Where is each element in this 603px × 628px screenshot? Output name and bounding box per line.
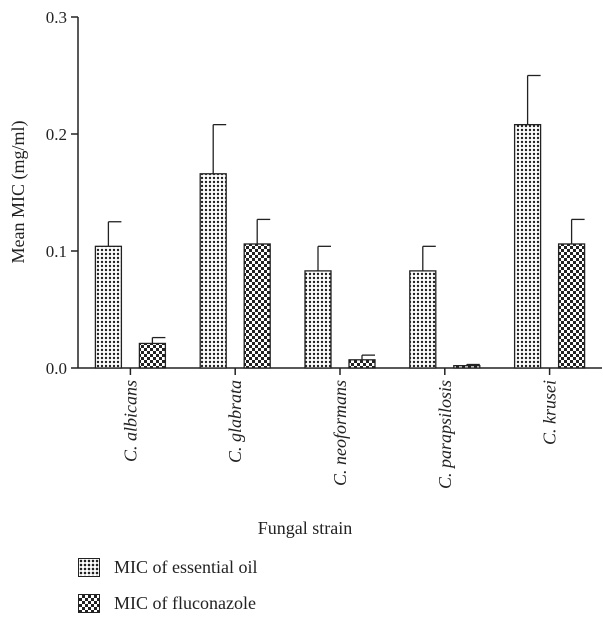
bar-fluconazole (557, 243, 586, 369)
y-tick-label: 0.1 (46, 242, 67, 261)
bar-essential-oil (513, 123, 542, 369)
axes: 0.0 0.1 0.2 0.3 C. albicans C. glabrata C. neo… (46, 8, 602, 489)
legend-label-fluconazole: MIC of fluconazole (114, 592, 256, 613)
legend-item-essential-oil: MIC of essential oil (78, 556, 257, 578)
x-tick-label: C. krusei (540, 380, 560, 445)
y-tick-label: 0.2 (46, 125, 67, 144)
bar-essential-oil (409, 270, 437, 369)
bar-essential-oil (94, 245, 123, 369)
bar-essential-oil (199, 173, 227, 369)
y-axis-title: Mean MIC (mg/ml) (8, 121, 29, 264)
y-tick-label: 0.3 (46, 8, 67, 27)
x-tick-label: C. parapsilosis (435, 380, 455, 489)
legend-swatch-fluconazole (78, 593, 100, 613)
bar-fluconazole (348, 359, 376, 369)
bar-fluconazole (453, 365, 481, 369)
legend-label-essential-oil: MIC of essential oil (114, 556, 258, 577)
x-tick-label: C. neoformans (330, 380, 350, 486)
x-axis-title: Fungal strain (258, 518, 353, 538)
legend-item-fluconazole: MIC of fluconazole (78, 592, 257, 614)
legend: MIC of essential oil MIC of fluconazole (78, 556, 257, 628)
legend-swatch-essential-oil (78, 557, 100, 577)
x-tick-label: C. glabrata (225, 380, 245, 463)
bar-fluconazole (138, 342, 167, 369)
bars (94, 74, 586, 369)
bar-fluconazole (243, 243, 271, 369)
bar-essential-oil (304, 270, 332, 369)
x-tick-label: C. albicans (120, 380, 140, 462)
y-tick-label: 0.0 (46, 359, 67, 378)
